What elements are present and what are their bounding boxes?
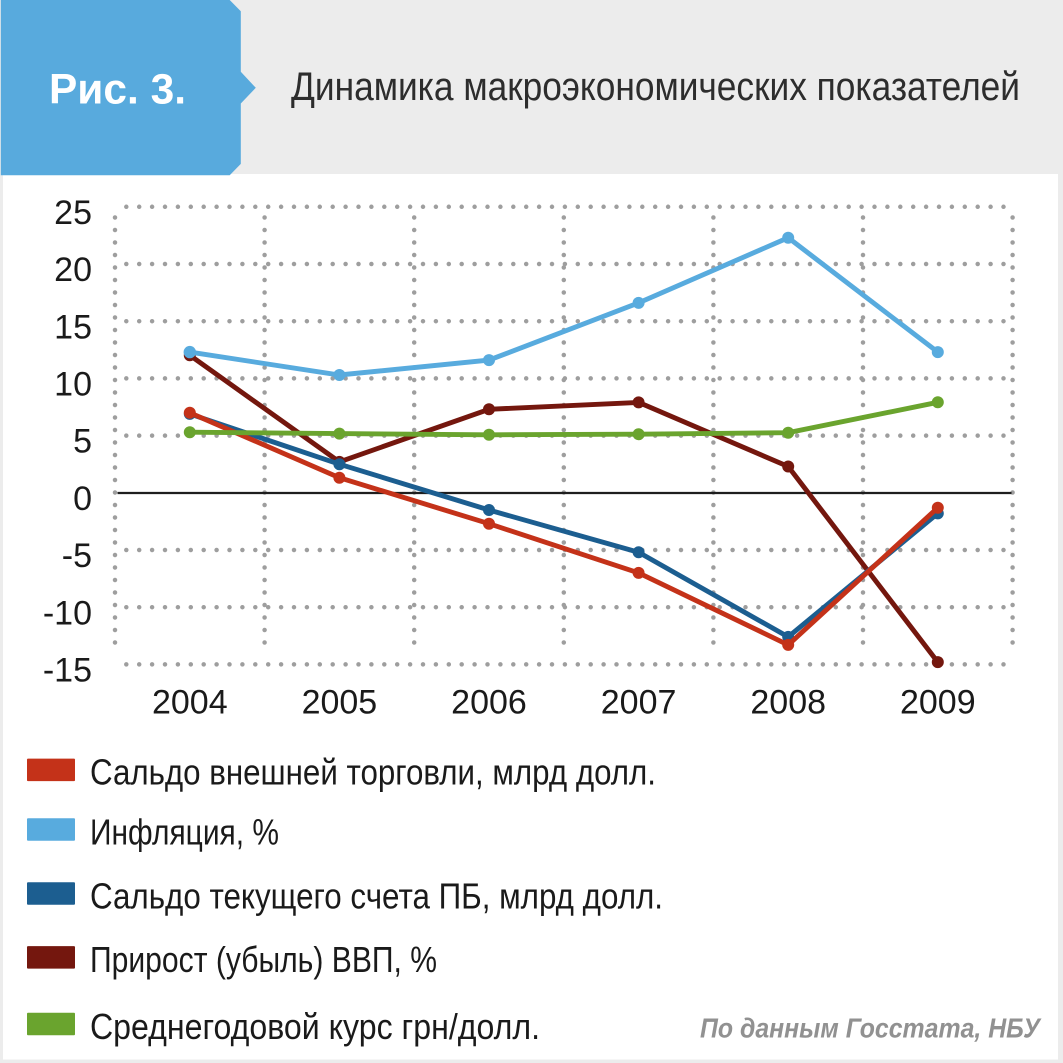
svg-text:2008: 2008 xyxy=(750,684,826,722)
svg-text:Динамика макроэкономических по: Динамика макроэкономических показателей xyxy=(291,65,1020,109)
svg-text:Сальдо внешней торговли, млрд: Сальдо внешней торговли, млрд долл. xyxy=(90,752,656,793)
svg-text:25: 25 xyxy=(54,194,92,232)
svg-text:-15: -15 xyxy=(43,652,92,690)
svg-text:2009: 2009 xyxy=(900,684,976,722)
svg-text:Инфляция, %: Инфляция, % xyxy=(90,811,279,852)
svg-text:20: 20 xyxy=(54,251,92,289)
svg-text:Среднегодовой курс грн/долл.: Среднегодовой курс грн/долл. xyxy=(90,1006,540,1047)
svg-text:2004: 2004 xyxy=(152,684,228,722)
svg-text:-5: -5 xyxy=(62,537,92,575)
svg-text:2006: 2006 xyxy=(451,684,527,722)
svg-text:По данным Госстата, НБУ: По данным Госстата, НБУ xyxy=(700,1013,1042,1044)
svg-text:2005: 2005 xyxy=(302,684,378,722)
svg-text:Прирост (убыль) ВВП, %: Прирост (убыль) ВВП, % xyxy=(90,939,437,980)
svg-text:Сальдо текущего счета ПБ, млрд: Сальдо текущего счета ПБ, млрд долл. xyxy=(90,875,663,916)
svg-text:5: 5 xyxy=(73,423,92,461)
svg-text:Рис. 3.: Рис. 3. xyxy=(49,66,186,114)
svg-text:10: 10 xyxy=(54,366,92,404)
svg-text:15: 15 xyxy=(54,308,92,346)
svg-text:0: 0 xyxy=(73,480,92,518)
svg-text:2007: 2007 xyxy=(601,684,677,722)
svg-text:-10: -10 xyxy=(43,594,92,632)
